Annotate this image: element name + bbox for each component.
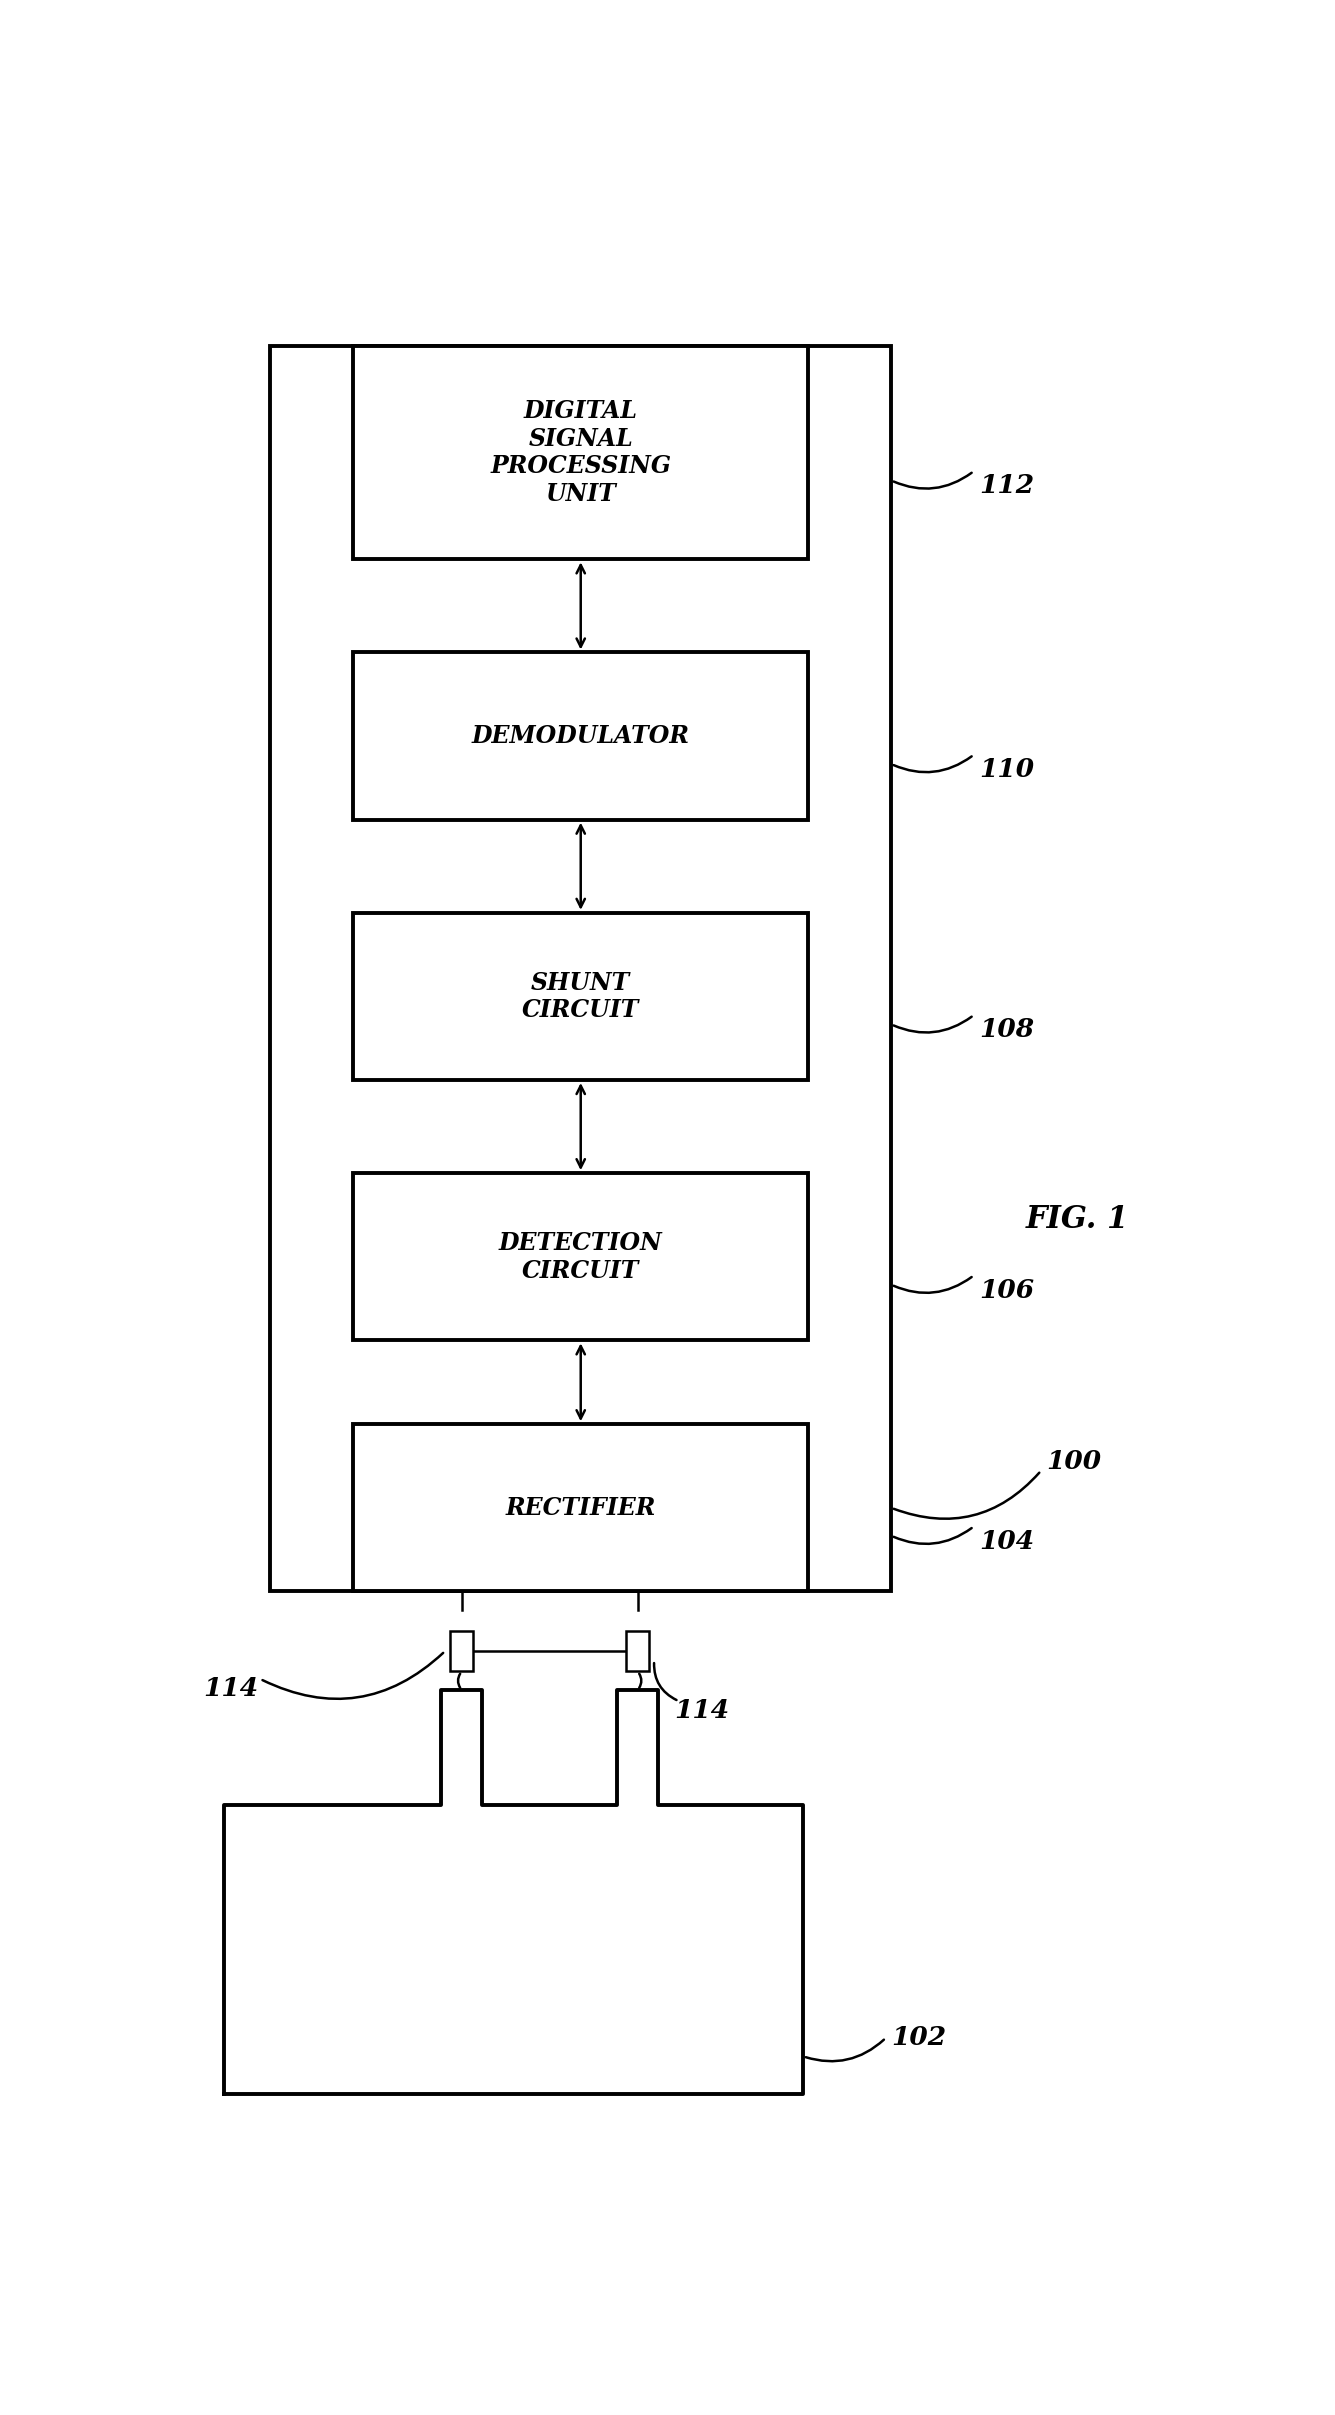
Text: 112: 112	[979, 473, 1035, 497]
FancyBboxPatch shape	[352, 913, 809, 1080]
FancyBboxPatch shape	[626, 1630, 649, 1671]
Text: SHUNT
CIRCUIT: SHUNT CIRCUIT	[522, 971, 639, 1022]
FancyBboxPatch shape	[352, 652, 809, 819]
Text: 104: 104	[979, 1529, 1035, 1553]
Text: 102: 102	[892, 2026, 947, 2050]
Text: DETECTION
CIRCUIT: DETECTION CIRCUIT	[499, 1232, 662, 1282]
Text: 114: 114	[203, 1676, 258, 1700]
FancyBboxPatch shape	[352, 345, 809, 560]
FancyBboxPatch shape	[352, 1425, 809, 1591]
FancyBboxPatch shape	[450, 1630, 473, 1671]
Text: FIG. 1: FIG. 1	[1025, 1205, 1129, 1234]
Text: 110: 110	[979, 756, 1035, 782]
Text: DIGITAL
SIGNAL
PROCESSING
UNIT: DIGITAL SIGNAL PROCESSING UNIT	[490, 398, 672, 507]
Text: 114: 114	[674, 1698, 729, 1722]
Text: 106: 106	[979, 1278, 1035, 1302]
Text: 100: 100	[1047, 1449, 1101, 1473]
Text: DEMODULATOR: DEMODULATOR	[471, 724, 690, 749]
FancyBboxPatch shape	[270, 345, 892, 1591]
FancyBboxPatch shape	[352, 1174, 809, 1340]
Text: 108: 108	[979, 1017, 1035, 1043]
Text: RECTIFIER: RECTIFIER	[506, 1495, 655, 1519]
